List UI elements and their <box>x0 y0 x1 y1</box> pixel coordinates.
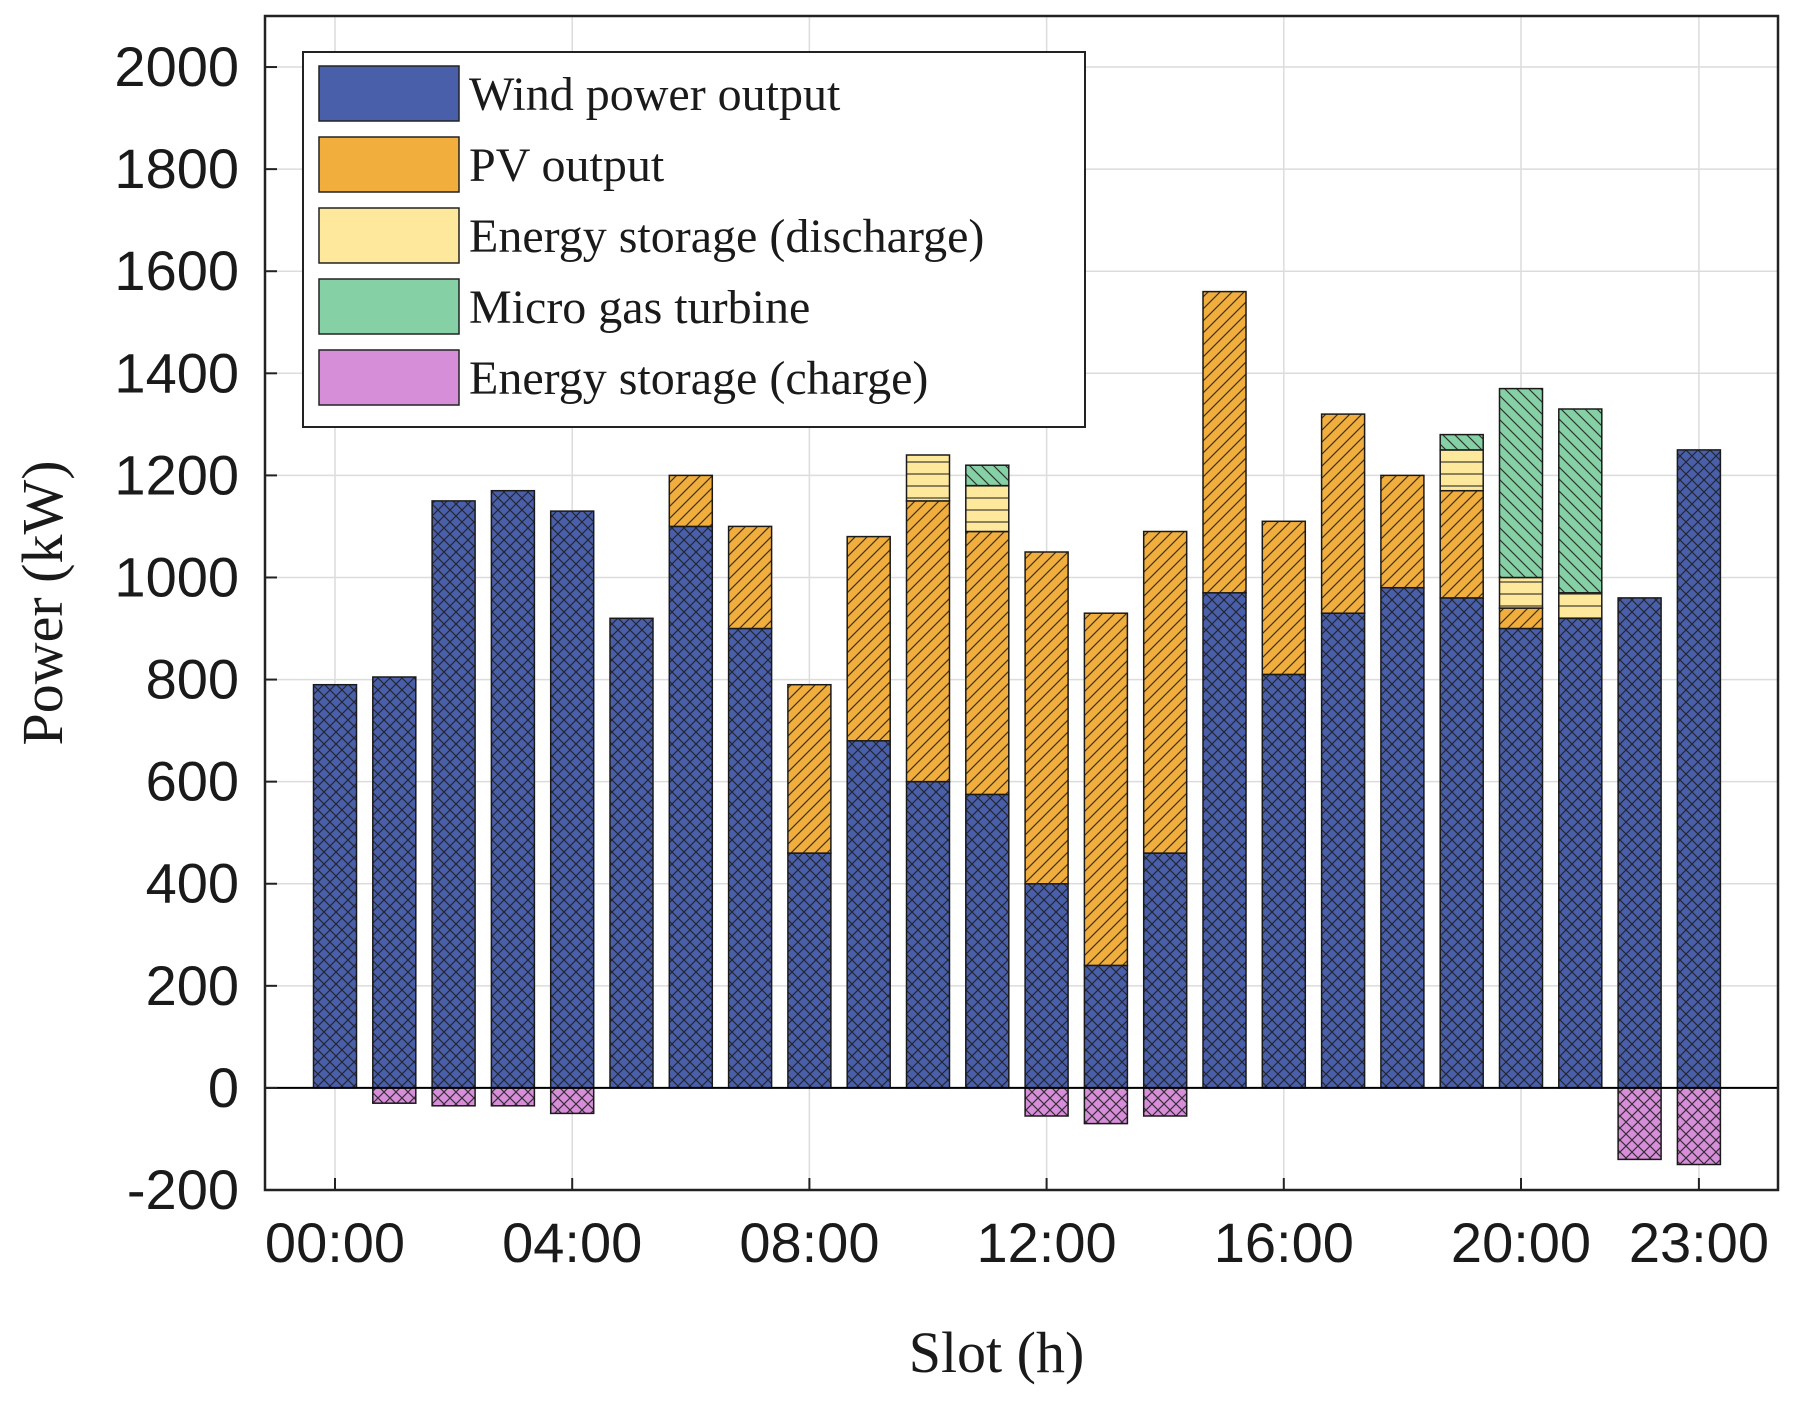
bar-wind-13 <box>1083 964 1129 1089</box>
bar-wind-17 <box>1320 612 1366 1089</box>
bar-wind-18 <box>1380 586 1425 1089</box>
y-tick-label: 200 <box>146 954 239 1017</box>
bar-ess_ch-2 <box>431 1087 476 1107</box>
y-tick-label: 800 <box>146 648 239 711</box>
bar-pv-19 <box>1439 489 1484 599</box>
y-axis-ticks: -200 0 200 400 600 800 1000 1200 1400 1600 1800 200… <box>114 35 277 1221</box>
legend-label-mgt: Micro gas turbine <box>469 281 810 334</box>
x-axis-title: Slot (h) <box>909 1320 1085 1385</box>
y-tick-label: 2000 <box>114 35 239 98</box>
legend: Wind power output PV output Energy storage… <box>302 51 1086 428</box>
x-tick-label: 20:00 <box>1451 1211 1591 1274</box>
y-tick-label: 1800 <box>114 137 239 200</box>
bar-wind-5 <box>609 617 654 1089</box>
bar-mgt-11 <box>965 464 1010 487</box>
bar-pv-16 <box>1261 520 1307 676</box>
x-axis-ticks: 00:00 04:00 08:00 12:00 16:00 20:00 23:00 <box>265 1178 1769 1274</box>
bar-wind-22 <box>1617 597 1662 1089</box>
bar-pv-6 <box>668 474 714 528</box>
bar-wind-21 <box>1558 617 1603 1089</box>
legend-label-ess_dis: Energy storage (discharge) <box>469 210 984 263</box>
bar-ess_ch-4 <box>549 1087 595 1115</box>
legend-label-pv: PV output <box>469 139 665 192</box>
bar-wind-7 <box>727 627 773 1089</box>
bar-series <box>312 290 1722 1166</box>
y-tick-label: -200 <box>127 1158 239 1221</box>
y-tick-label: 0 <box>208 1056 239 1119</box>
legend-label-wind: Wind power output <box>469 68 841 121</box>
x-tick-label: 00:00 <box>265 1211 405 1274</box>
y-tick-label: 1200 <box>114 443 239 506</box>
bar-pv-17 <box>1320 413 1366 614</box>
x-tick-label: 23:00 <box>1629 1211 1769 1274</box>
bar-wind-4 <box>549 510 595 1089</box>
y-tick-label: 600 <box>146 750 239 813</box>
bar-wind-15 <box>1202 592 1247 1089</box>
bar-wind-14 <box>1142 852 1188 1089</box>
bar-wind-6 <box>668 525 714 1089</box>
legend-swatch-ess_ch <box>318 349 460 406</box>
bar-wind-11 <box>965 793 1010 1089</box>
bar-wind-2 <box>431 500 476 1089</box>
bar-pv-15 <box>1202 290 1247 594</box>
bar-ess_dis-11 <box>965 484 1010 533</box>
bar-ess_ch-13 <box>1083 1087 1129 1125</box>
y-tick-label: 1400 <box>114 341 239 404</box>
y-tick-label: 1000 <box>114 545 239 608</box>
x-tick-label: 12:00 <box>977 1211 1117 1274</box>
bar-ess_ch-3 <box>490 1087 536 1107</box>
bar-ess_ch-22 <box>1617 1087 1662 1161</box>
bar-ess_ch-23 <box>1676 1087 1722 1166</box>
x-tick-label: 16:00 <box>1214 1211 1354 1274</box>
bar-ess_dis-20 <box>1498 576 1544 609</box>
bar-mgt-21 <box>1558 408 1603 594</box>
bar-wind-16 <box>1261 673 1307 1089</box>
bar-ess_ch-12 <box>1024 1087 1069 1117</box>
bar-pv-14 <box>1142 530 1188 854</box>
bar-pv-9 <box>846 535 891 742</box>
bar-pv-13 <box>1083 612 1129 967</box>
bar-wind-12 <box>1024 882 1069 1089</box>
bar-wind-20 <box>1498 627 1544 1089</box>
bar-mgt-19 <box>1439 433 1484 451</box>
bar-wind-19 <box>1439 597 1484 1089</box>
bar-wind-10 <box>905 780 951 1089</box>
bar-pv-10 <box>905 500 951 783</box>
legend-label-ess_ch: Energy storage (charge) <box>469 352 928 405</box>
x-tick-label: 08:00 <box>739 1211 879 1274</box>
bar-wind-8 <box>787 852 832 1089</box>
bar-pv-20 <box>1498 607 1544 630</box>
bar-ess_ch-14 <box>1142 1087 1188 1117</box>
bar-ess_dis-21 <box>1558 592 1603 620</box>
bar-wind-9 <box>846 740 891 1089</box>
bar-pv-7 <box>727 525 773 630</box>
bar-wind-23 <box>1676 449 1722 1089</box>
y-tick-label: 1600 <box>114 239 239 302</box>
axes-frame <box>263 14 1780 1192</box>
bar-ess_dis-19 <box>1439 449 1484 492</box>
y-axis-title: Power (kW) <box>10 460 75 745</box>
bar-wind-0 <box>312 683 358 1089</box>
bar-ess_dis-10 <box>905 454 951 502</box>
bar-wind-3 <box>490 489 536 1089</box>
bar-ess_ch-1 <box>372 1087 417 1104</box>
bar-pv-8 <box>787 683 832 854</box>
bar-pv-18 <box>1380 474 1425 589</box>
legend-swatch-mgt <box>318 278 460 335</box>
y-tick-label: 400 <box>146 852 239 915</box>
legend-swatch-wind <box>318 65 460 122</box>
bar-pv-11 <box>965 530 1010 796</box>
bar-mgt-20 <box>1498 387 1544 579</box>
legend-swatch-pv <box>318 136 460 193</box>
bar-pv-12 <box>1024 551 1069 885</box>
legend-swatch-ess_dis <box>318 207 460 264</box>
x-tick-label: 04:00 <box>502 1211 642 1274</box>
bar-wind-1 <box>372 676 417 1089</box>
